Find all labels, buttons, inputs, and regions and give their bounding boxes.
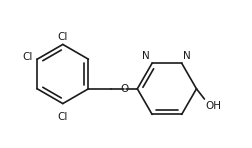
Text: Cl: Cl	[57, 112, 68, 122]
Text: OH: OH	[205, 101, 221, 111]
Text: O: O	[120, 84, 129, 94]
Text: Cl: Cl	[57, 32, 68, 42]
Text: Cl: Cl	[22, 52, 33, 62]
Text: N: N	[142, 51, 149, 61]
Text: N: N	[182, 51, 190, 61]
